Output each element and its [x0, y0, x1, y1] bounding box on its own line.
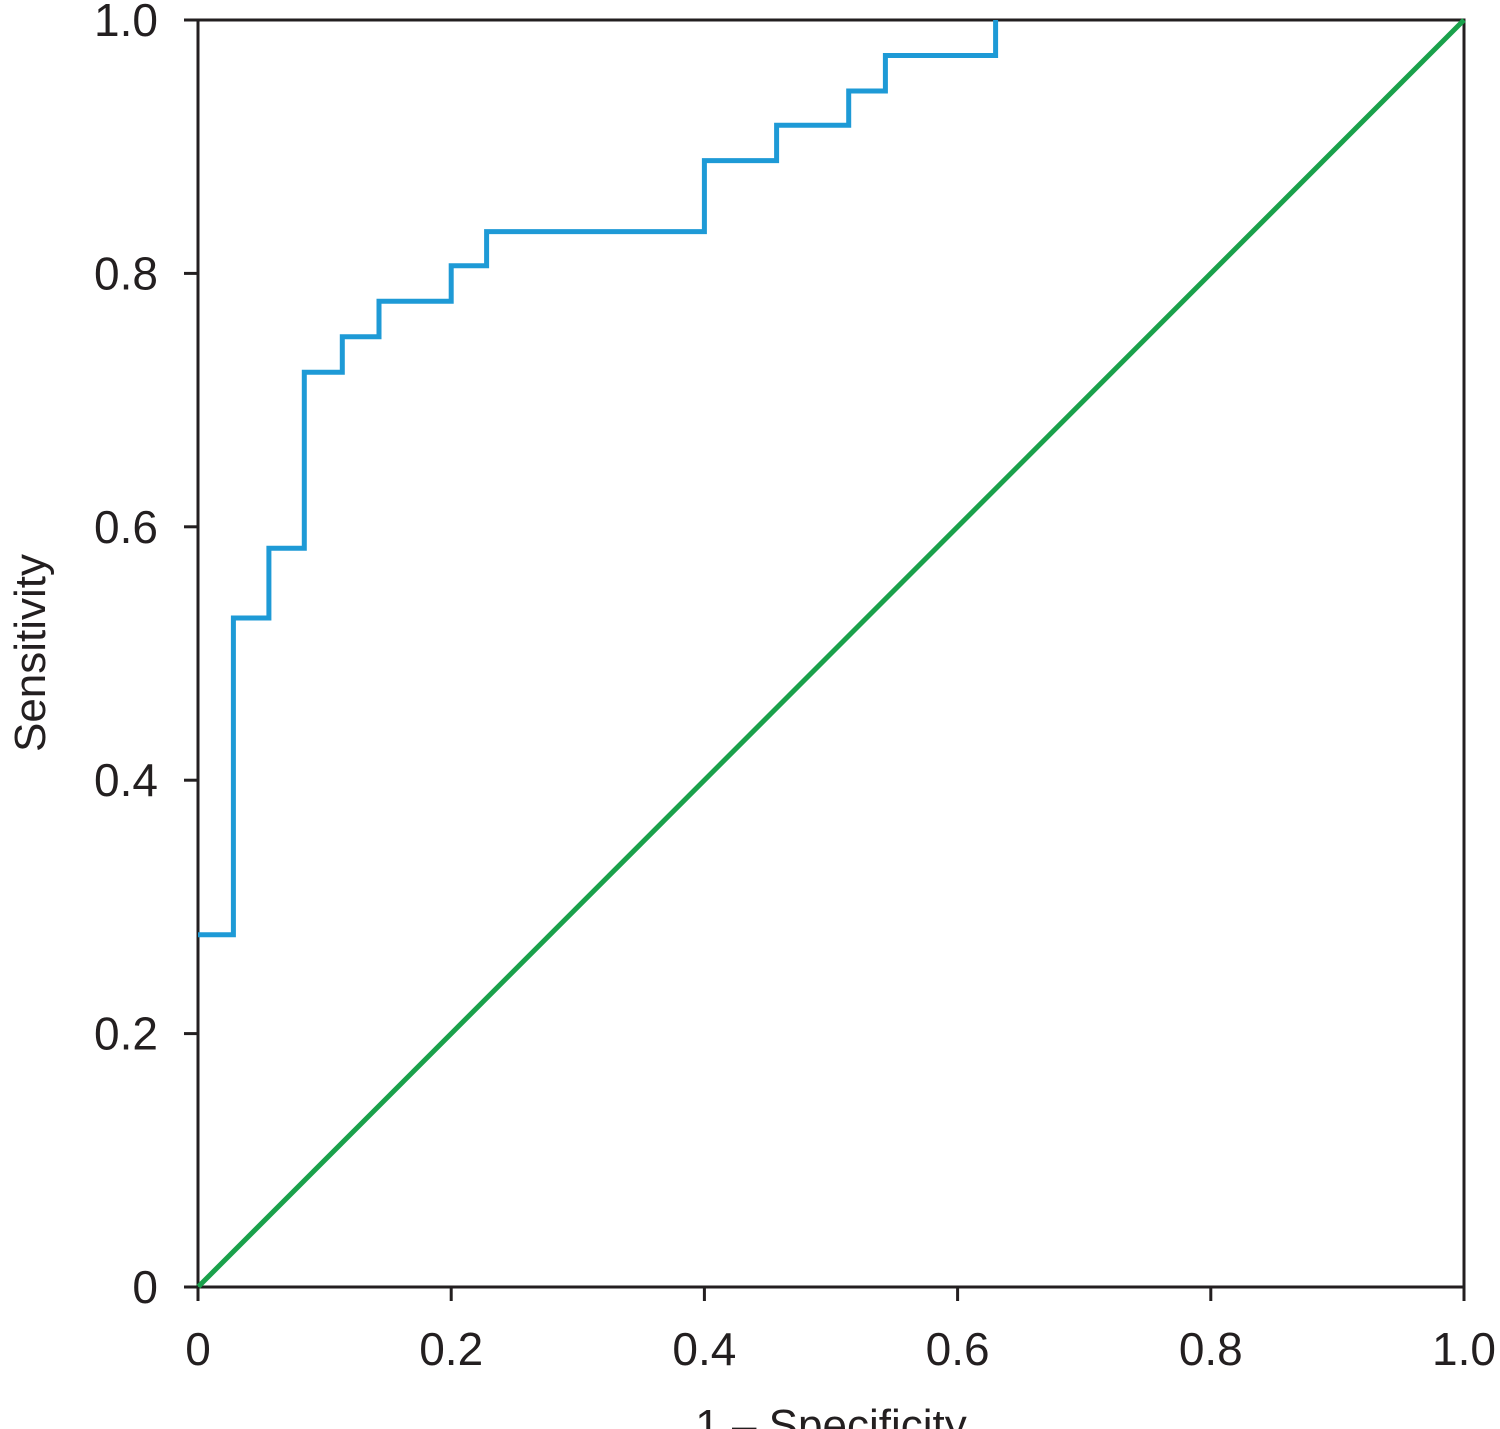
plot-border	[196, 18, 1466, 1289]
x-tick-label: 0	[185, 1323, 211, 1375]
y-axis-label: Sensitivity	[6, 554, 55, 752]
x-axis: 0 0.2 0.4 0.6 0.8 1.0	[185, 1287, 1496, 1375]
x-tick-label: 0.2	[419, 1323, 483, 1375]
x-tick-label: 1.0	[1432, 1323, 1496, 1375]
roc-curve-line	[198, 20, 999, 938]
y-axis: 0 0.2 0.4 0.6 0.8 1.0	[94, 0, 198, 1313]
series-layer	[196, 18, 1466, 1289]
y-tick-label: 0	[132, 1261, 158, 1313]
x-tick-label: 0.6	[926, 1323, 990, 1375]
y-tick-label: 0.8	[94, 247, 158, 299]
y-tick-label: 0.2	[94, 1008, 158, 1060]
plot-frame	[196, 18, 1466, 1289]
y-tick-label: 0.6	[94, 501, 158, 553]
x-tick-label: 0.8	[1179, 1323, 1243, 1375]
reference-diagonal-line	[196, 18, 1466, 1289]
y-tick-label: 0.4	[94, 754, 158, 806]
x-tick-label: 0.4	[672, 1323, 736, 1375]
x-axis-label: 1 – Specificity	[695, 1401, 966, 1429]
y-tick-label: 1.0	[94, 0, 158, 46]
